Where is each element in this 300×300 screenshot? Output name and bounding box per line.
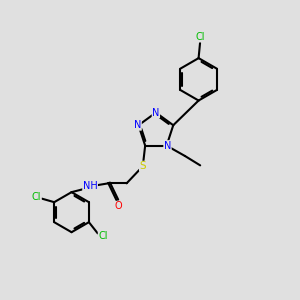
- Text: N: N: [164, 141, 171, 151]
- Text: O: O: [114, 201, 122, 211]
- Text: Cl: Cl: [32, 192, 41, 202]
- Text: NH: NH: [83, 181, 98, 191]
- Text: N: N: [134, 120, 141, 130]
- Text: N: N: [152, 108, 160, 118]
- Text: Cl: Cl: [196, 32, 206, 42]
- Text: Cl: Cl: [98, 231, 108, 241]
- Text: S: S: [140, 161, 146, 171]
